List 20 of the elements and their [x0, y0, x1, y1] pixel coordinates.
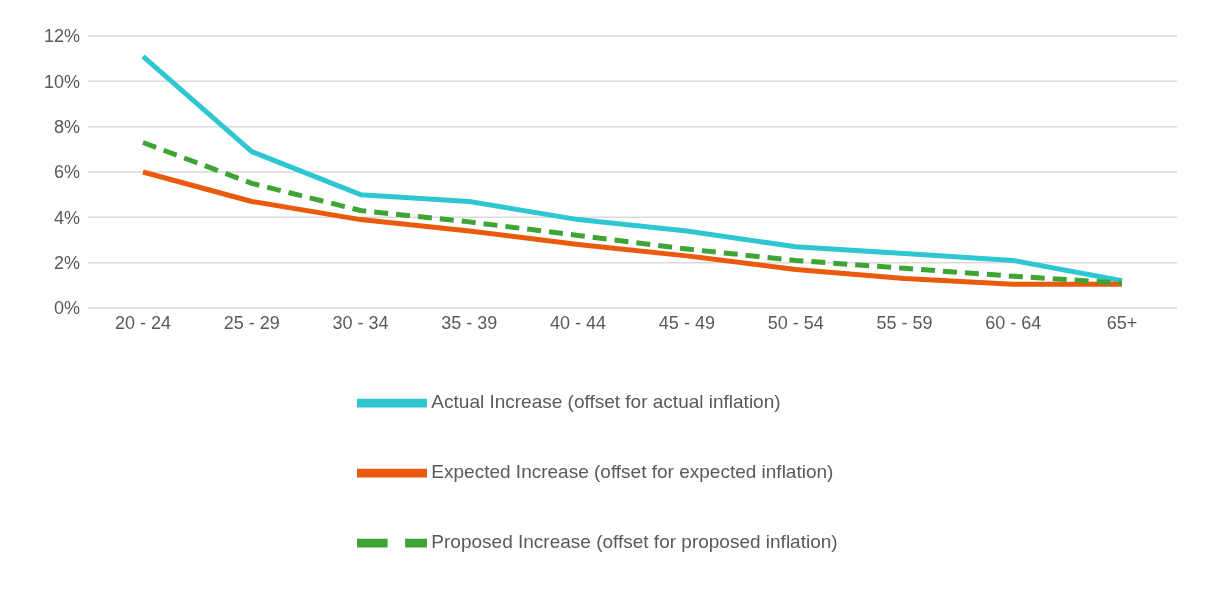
y-tick-label: 6%	[53, 162, 80, 183]
x-tick-label: 40 - 44	[550, 312, 607, 333]
y-tick-label: 8%	[53, 117, 80, 138]
x-tick-label: 25 - 29	[223, 312, 280, 333]
y-tick-label: 12%	[43, 26, 80, 47]
x-tick-label: 30 - 34	[332, 312, 389, 333]
x-tick-label: 60 - 64	[985, 312, 1042, 333]
y-tick-label: 2%	[53, 253, 80, 274]
legend-label: Expected Increase (offset for expected inflation)	[431, 461, 834, 483]
x-tick-label: 45 - 49	[658, 312, 715, 333]
x-tick-label: 35 - 39	[441, 312, 498, 333]
y-tick-label: 0%	[53, 298, 80, 319]
legend-label: Actual Increase (offset for actual inflation)	[431, 391, 781, 413]
x-tick-label: 20 - 24	[114, 312, 172, 333]
legend-label: Proposed Increase (offset for proposed inflation)	[431, 531, 838, 553]
x-tick-label: 55 - 59	[876, 312, 933, 333]
x-tick-label: 50 - 54	[767, 312, 824, 333]
y-tick-label: 4%	[53, 207, 80, 228]
x-tick-label: 65+	[1106, 312, 1138, 333]
y-tick-label: 10%	[43, 71, 80, 92]
